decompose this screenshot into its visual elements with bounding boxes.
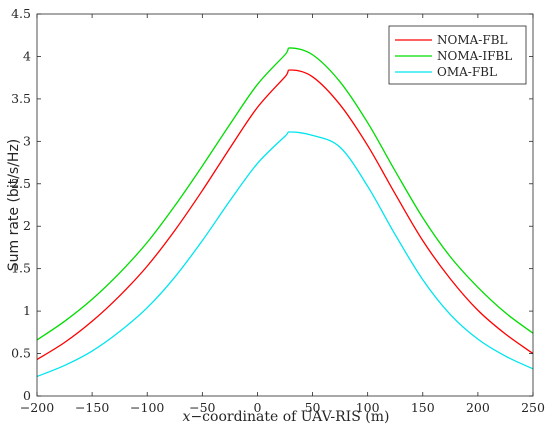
y-tick-label: 2	[23, 218, 31, 233]
y-tick-label: 3.5	[11, 91, 31, 106]
x-tick-label: −150	[75, 400, 109, 415]
y-tick-label: 3	[23, 133, 31, 148]
legend-box	[388, 25, 527, 85]
x-tick-label: 150	[411, 400, 435, 415]
plot-lines	[36, 47, 534, 378]
x-tick-label: −50	[189, 400, 215, 415]
series-line-noma-ifbl	[36, 47, 534, 341]
x-tick-label: 200	[466, 400, 490, 415]
x-tick-label: −100	[130, 400, 164, 415]
x-tick-label: 250	[521, 400, 545, 415]
x-tick-label: 50	[305, 400, 321, 415]
x-tick-label: −200	[20, 400, 54, 415]
legend-label-noma-ifbl: NOMA-IFBL	[437, 49, 512, 63]
x-tick-label: 0	[253, 400, 261, 415]
y-axis-title: Sum rate (bit/s/Hz)	[6, 139, 22, 272]
x-axis-title-rest: −coordinate of UAV-RIS (m)	[190, 409, 389, 425]
axis-ticks	[36, 13, 534, 397]
plot-area-frame	[36, 13, 534, 397]
y-tick-label: 1	[23, 303, 31, 318]
y-tick-label: 4.5	[11, 6, 31, 21]
legend: NOMA-FBL NOMA-IFBL OMA-FBL	[388, 25, 527, 85]
series-line-oma-fbl	[36, 131, 534, 378]
legend-label-oma-fbl: OMA-FBL	[437, 65, 497, 79]
legend-label-noma-fbl: NOMA-FBL	[437, 33, 507, 47]
y-tick-label: 2.5	[11, 176, 31, 191]
series-line-noma-fbl	[36, 69, 534, 361]
x-tick-label: 100	[356, 400, 380, 415]
tick-labels: −200 −150 −100 −50 0 50 100 150 200 250 0 0.5 1 1.5 2 2…	[11, 6, 545, 415]
y-tick-label: 0.5	[11, 346, 31, 361]
x-axis-title-variable: x	[183, 409, 191, 425]
y-tick-label: 1.5	[11, 261, 31, 276]
x-axis-title: x−coordinate of UAV-RIS (m)	[183, 409, 390, 425]
y-tick-label: 0	[23, 388, 31, 403]
y-tick-label: 4	[23, 48, 31, 63]
